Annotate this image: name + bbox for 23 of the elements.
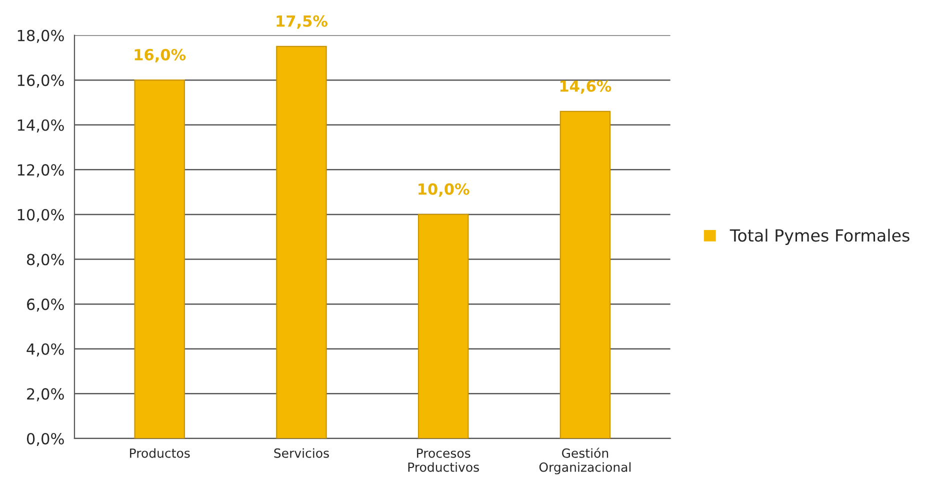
bar xyxy=(134,80,185,438)
text: 17,5% xyxy=(276,15,328,29)
bar xyxy=(560,110,611,438)
x-tick-label: Servicios xyxy=(274,448,329,458)
x-tick-label: Gestión Organizacional xyxy=(539,448,631,474)
y-tick-label: 10,0% xyxy=(18,208,64,222)
y-tick-label: 2,0% xyxy=(27,388,64,402)
y-tick-label: 14,0% xyxy=(18,119,64,132)
text: 10,0% xyxy=(418,183,470,197)
y-tick-label: 8,0% xyxy=(26,254,64,267)
x-tick-label: Productos xyxy=(130,448,190,458)
y-tick-label: 4,0% xyxy=(26,343,64,356)
legend-label: Total Pymes Formales xyxy=(730,228,910,245)
y-tick-label: 16,0% xyxy=(18,74,64,88)
y-tick-label: 12,0% xyxy=(18,164,64,178)
y-tick-label: 0,0% xyxy=(26,432,64,446)
y-tick-label: 18,0% xyxy=(18,30,64,43)
text: 14,6% xyxy=(560,80,612,94)
y-tick-label: 6,0% xyxy=(27,298,64,312)
bar xyxy=(418,214,469,438)
text: 16,0% xyxy=(134,48,186,62)
bar xyxy=(276,46,327,438)
x-tick-label: Procesos Productivos xyxy=(408,448,479,472)
